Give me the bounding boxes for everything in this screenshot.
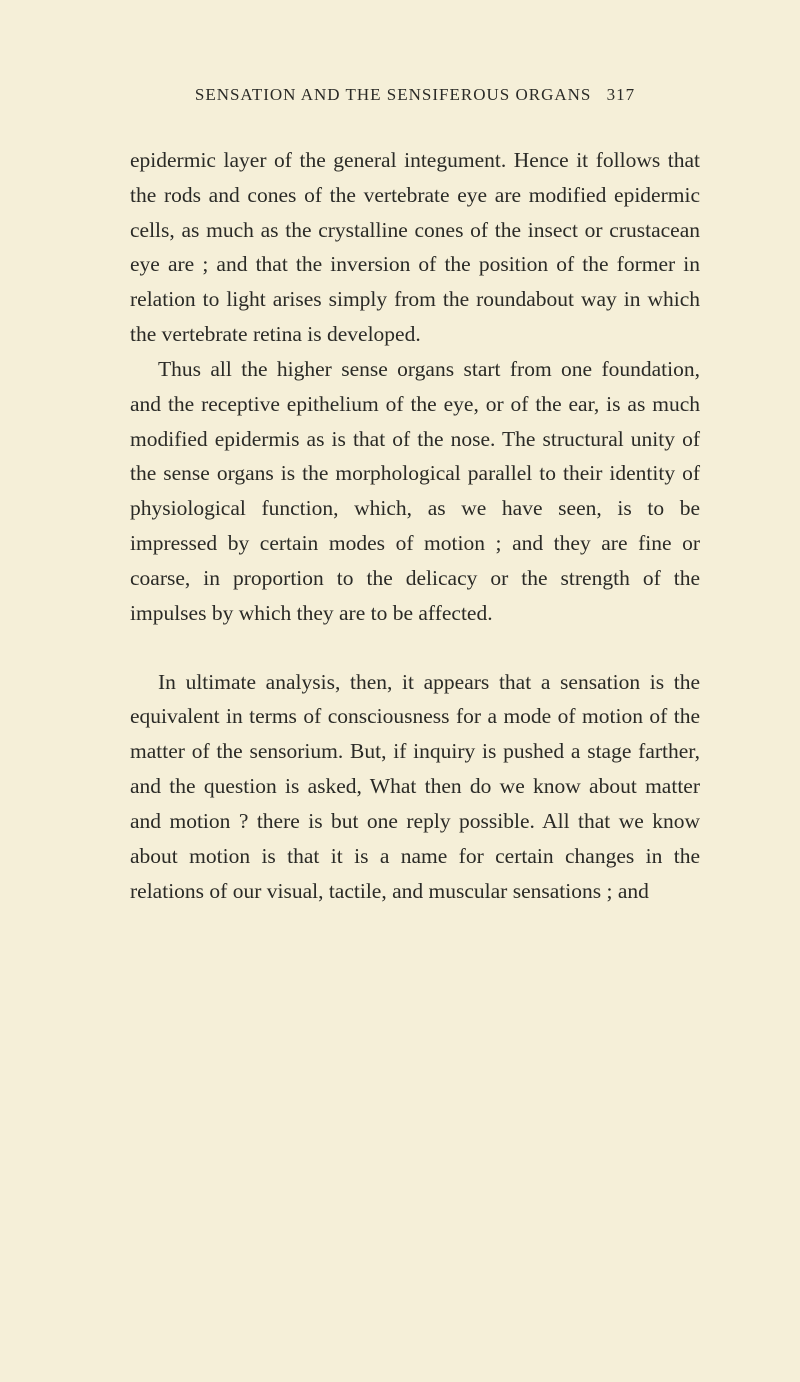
page-number: 317 [607, 85, 636, 104]
paragraph-2: Thus all the higher sense organs start f… [130, 352, 700, 631]
header-title: SENSATION AND THE SENSIFEROUS ORGANS [195, 85, 592, 104]
body-text: epidermic layer of the general integumen… [130, 143, 700, 908]
paragraph-3: In ultimate analysis, then, it appears t… [130, 665, 700, 909]
paragraph-1: epidermic layer of the general integumen… [130, 143, 700, 352]
page-header: SENSATION AND THE SENSIFEROUS ORGANS 317 [130, 85, 700, 105]
